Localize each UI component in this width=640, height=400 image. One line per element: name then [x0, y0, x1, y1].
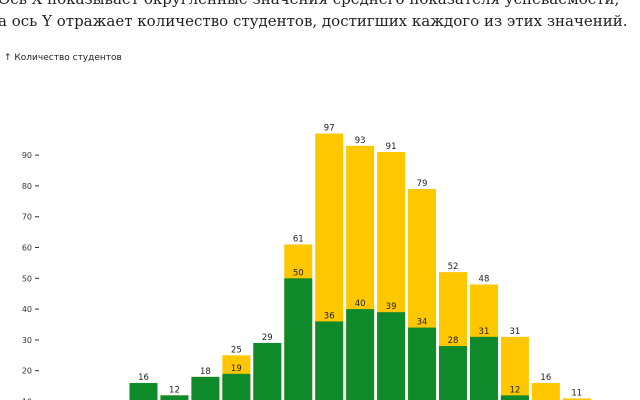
y-axis-label: ↑ Количество студентов	[4, 53, 122, 63]
bar-total	[562, 398, 591, 400]
bar-segment-label: 31	[479, 327, 490, 337]
y-tick-label: 30	[22, 336, 32, 345]
bar-total-label: 97	[324, 124, 335, 134]
data-labels-group: 16 12 18 25 19 29 61 50 97 36 93 40 91 39 79 34 52 28 48 31…	[138, 124, 582, 399]
bar-segment	[253, 342, 282, 400]
bar-segment-label: 50	[293, 268, 304, 278]
bar-segment-label: 12	[509, 385, 520, 395]
bar-total	[531, 383, 560, 400]
bar-total-label: 61	[293, 234, 304, 244]
bar-segment	[469, 336, 498, 400]
bar-segment	[284, 278, 313, 400]
bar-segment	[439, 346, 467, 400]
bar-total-label: 16	[540, 373, 551, 383]
bar-segment-label: 18	[200, 367, 211, 377]
bar-total-label: 31	[509, 327, 520, 337]
y-tick-label: 80	[22, 182, 32, 191]
y-tick-label: 10	[22, 398, 32, 400]
bar-segment	[315, 321, 344, 400]
y-tick-label: 40	[22, 305, 32, 314]
bar-total-label: 11	[571, 388, 582, 398]
bar-total	[500, 336, 529, 400]
bar-total-label: 48	[479, 274, 490, 284]
bar-total-label: 79	[417, 179, 428, 189]
caption-line-2: а ось Y отражает количество студентов, д…	[0, 12, 628, 30]
y-tick-label: 60	[22, 244, 32, 253]
bar-segment-label: 29	[262, 333, 273, 343]
bar-segment-label: 12	[169, 385, 180, 395]
y-axis-ticks: 10 20 30 40 50 60 70 80 90	[22, 151, 39, 400]
caption-line-1: Ось X показывает округленные значения ср…	[0, 0, 638, 10]
bar-total-label: 93	[355, 136, 366, 146]
bar-segment	[377, 312, 406, 400]
bar-segment-label: 36	[324, 311, 335, 321]
bar-segment-label: 40	[355, 299, 366, 309]
y-tick-label: 20	[22, 367, 32, 376]
bar-total-label: 25	[231, 345, 242, 355]
y-tick-label: 70	[22, 213, 32, 222]
y-tick-label: 90	[22, 151, 32, 160]
bar-segment-label: 34	[417, 318, 428, 328]
bar-segment	[191, 376, 220, 400]
bar-total-label: 91	[386, 142, 397, 152]
bar-segment	[160, 395, 189, 400]
bar-segment-label: 16	[138, 373, 149, 383]
bar-segment-label: 19	[231, 364, 242, 374]
bar-segment-label: 39	[386, 302, 397, 312]
bar-total-label: 52	[448, 262, 459, 272]
bar-segment-label: 28	[448, 336, 459, 346]
bar-segment	[500, 395, 529, 400]
chart-caption: Ось X показывает округленные значения ср…	[0, 0, 638, 32]
bar-segment	[129, 383, 158, 400]
bar-segment	[408, 327, 437, 400]
bar-segment	[222, 373, 251, 400]
bars-group	[129, 133, 591, 400]
bar-segment	[346, 309, 375, 400]
y-tick-label: 50	[22, 274, 32, 283]
